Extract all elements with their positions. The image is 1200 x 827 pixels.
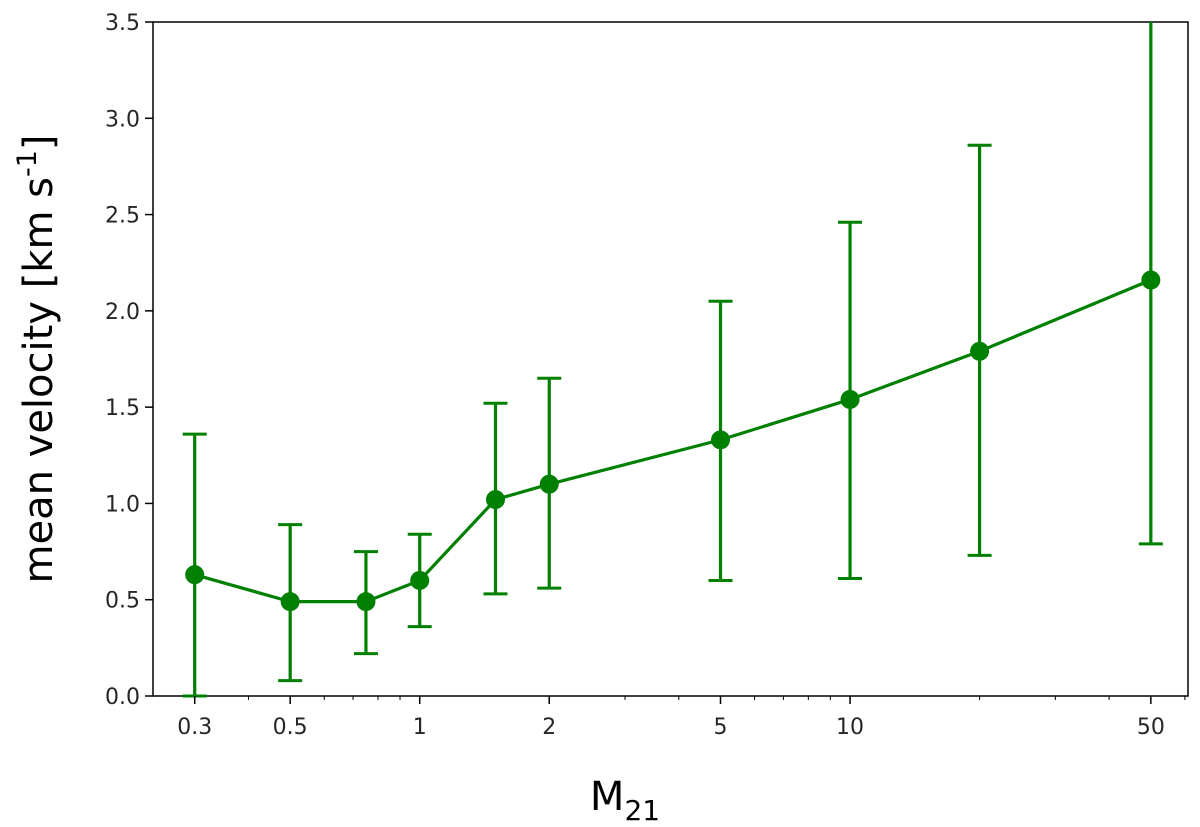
x-tick-label: 2: [542, 715, 556, 740]
data-point: [410, 570, 430, 590]
data-point: [280, 592, 300, 612]
data-point: [1141, 270, 1161, 290]
data-point: [970, 341, 990, 361]
data-point: [185, 565, 205, 585]
series-line: [194, 278, 1152, 604]
data-point: [711, 430, 731, 450]
plot-frame: [152, 21, 1189, 697]
x-axis-ticks: 0.3 0.5 1 2 5 10 50: [177, 696, 1186, 740]
data-point: [840, 389, 860, 409]
series-line-layer: [194, 278, 1152, 604]
y-axis-title-main: mean velocity [km s: [16, 177, 62, 583]
y-tick-label: 0.0: [105, 685, 140, 710]
y-tick-label: 0.5: [105, 589, 140, 614]
x-tick-label: 0.5: [273, 715, 308, 740]
points-layer: [185, 270, 1161, 612]
y-tick-label: 2.0: [105, 300, 140, 325]
y-tick-label: 3.5: [105, 11, 140, 36]
y-axis-title-superscript: -1: [12, 150, 43, 177]
errorbars-layer: [182, 22, 1163, 698]
x-tick-label: 50: [1137, 715, 1165, 740]
data-point: [485, 490, 505, 510]
y-tick-label: 3.0: [105, 107, 140, 132]
y-tick-label: 1.0: [105, 492, 140, 517]
y-axis-title-end: ]: [16, 134, 62, 150]
x-axis-title: M21: [590, 774, 660, 827]
data-point: [356, 592, 376, 612]
y-tick-label: 1.5: [105, 396, 140, 421]
x-axis-title-main: M: [590, 774, 625, 820]
x-axis-title-subscript: 21: [624, 794, 660, 827]
x-tick-label: 0.3: [177, 715, 212, 740]
x-tick-label: 5: [714, 715, 728, 740]
x-tick-label: 10: [836, 715, 864, 740]
y-tick-label: 2.5: [105, 204, 140, 229]
y-axis-ticks: 0.0 0.5 1.0 1.5 2.0 2.5 3.0 3.5: [105, 11, 153, 710]
y-axis-title: mean velocity [km s-1]: [12, 134, 62, 583]
data-point: [539, 474, 559, 494]
x-tick-label: 1: [413, 715, 427, 740]
